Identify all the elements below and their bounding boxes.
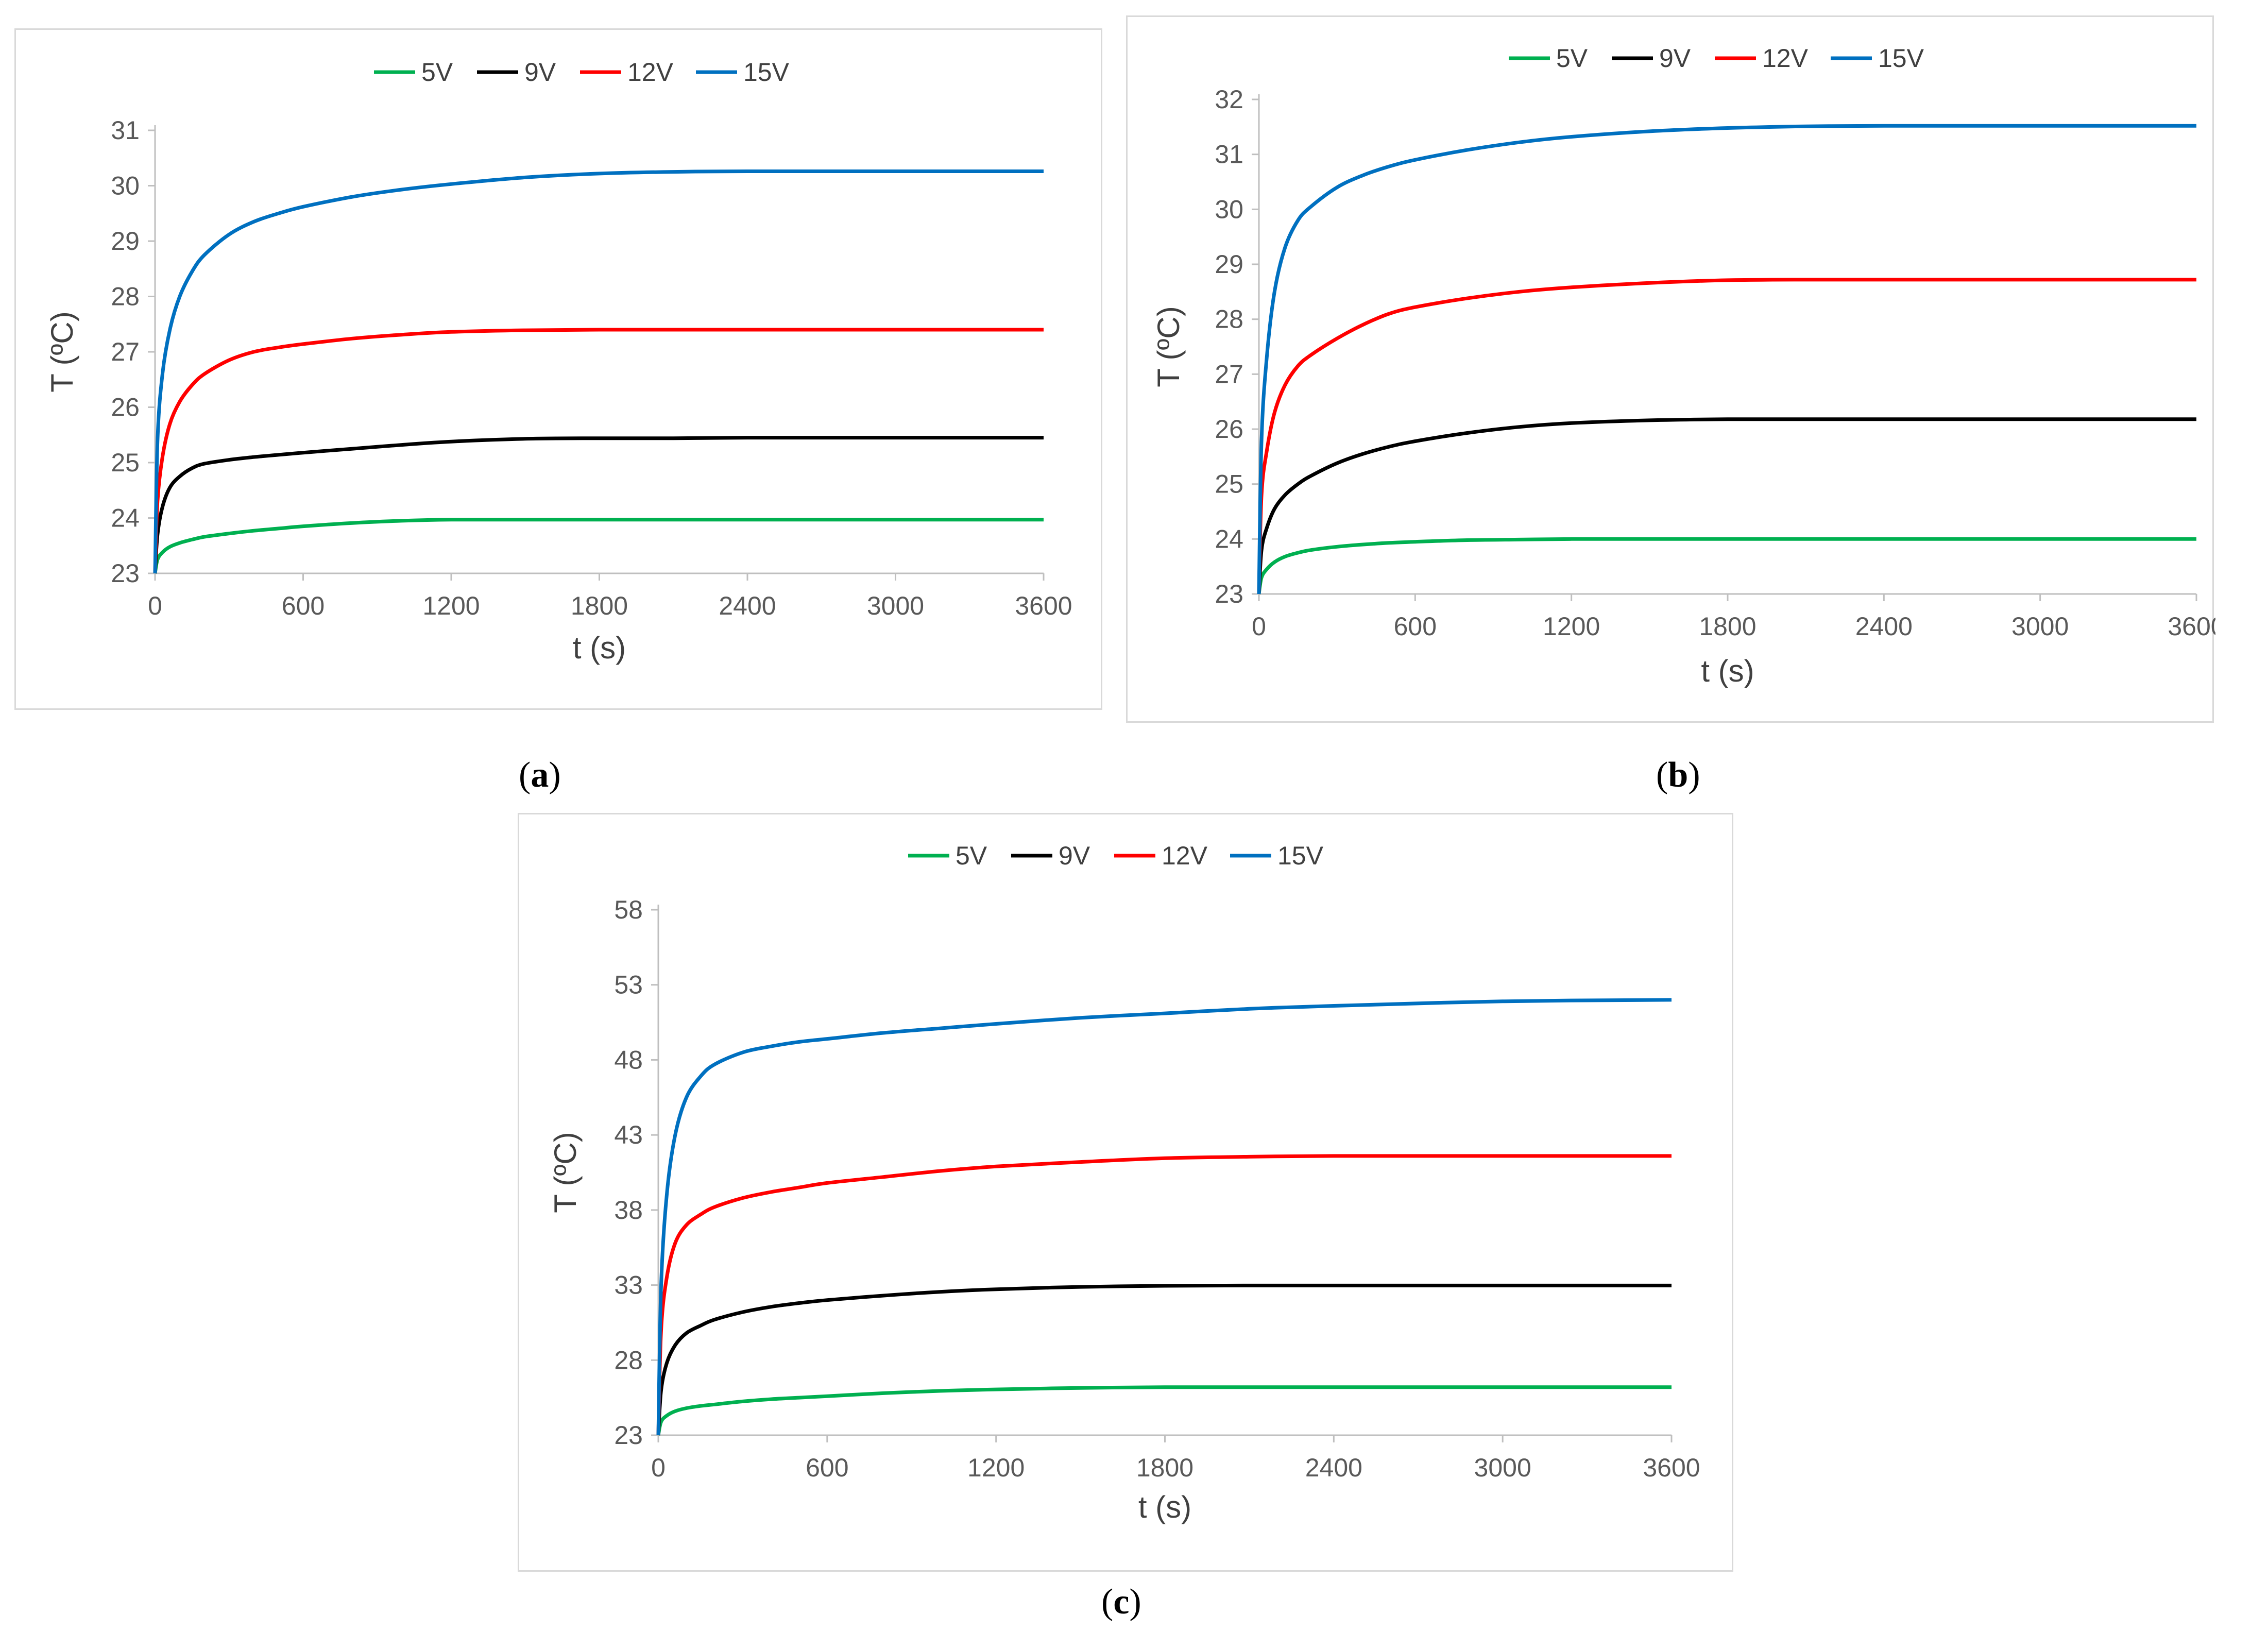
x-tick-label: 0 — [1252, 612, 1266, 641]
caption-a: (a) — [519, 755, 561, 795]
y-axis-title: T (ºC) — [1151, 306, 1186, 387]
chart-panel-c: 23 28 33 38 43 48 53 58 0 600 1200 1800 2400 3000 3600… — [518, 813, 1733, 1572]
x-axis-title: t (s) — [573, 631, 626, 665]
chart-c: 23 28 33 38 43 48 53 58 0 600 1200 1800 2400 3000 3600… — [548, 841, 1700, 1524]
series-line-9V — [153, 436, 1044, 574]
y-tick-label: 27 — [1215, 360, 1243, 388]
series-line-15V — [1257, 124, 2196, 594]
series-line-12V — [153, 328, 1044, 574]
x-tick-label: 600 — [806, 1453, 848, 1482]
x-tick-label: 1800 — [571, 591, 628, 620]
legend-label-15V: 15V — [743, 58, 790, 87]
y-tick-label: 29 — [111, 227, 140, 256]
caption-a-label: a — [531, 755, 549, 795]
chart-b: 23 24 25 26 27 28 29 30 31 32 0 600 1200 1800 2400 3000… — [1151, 44, 2215, 688]
y-tick-label: 30 — [1215, 195, 1243, 224]
y-tick-label: 23 — [614, 1421, 643, 1450]
y-tick-label: 33 — [614, 1271, 643, 1300]
series-line-12V — [656, 1154, 1672, 1436]
caption-b: (b) — [1656, 755, 1700, 795]
chart-panel-a: 23 24 25 26 27 28 29 30 31 0 600 1200 1800 2400 3000 36… — [14, 28, 1102, 710]
x-tick-label: 3000 — [2011, 612, 2069, 641]
series-line-5V — [153, 518, 1044, 574]
y-tick-label: 25 — [111, 448, 140, 477]
legend-label-12V: 12V — [627, 58, 674, 87]
caption-c: (c) — [1101, 1582, 1141, 1622]
legend-label-12V: 12V — [1162, 841, 1208, 870]
legend-label-5V: 5V — [421, 58, 453, 87]
y-tick-label: 26 — [111, 393, 140, 422]
y-tick-label: 27 — [111, 337, 140, 366]
y-tick-label: 31 — [1215, 140, 1243, 169]
y-tick-label: 24 — [111, 504, 140, 533]
y-tick-label: 24 — [1215, 524, 1243, 553]
x-tick-label: 2400 — [1305, 1453, 1362, 1482]
y-tick-label: 38 — [614, 1196, 643, 1225]
x-tick-label: 2400 — [719, 591, 776, 620]
x-tick-label: 3600 — [2168, 612, 2215, 641]
y-tick-label: 28 — [111, 282, 140, 311]
y-axis-title: T (ºC) — [548, 1132, 583, 1213]
chart-a: 23 24 25 26 27 28 29 30 31 0 600 1200 1800 2400 3000 36… — [45, 58, 1072, 665]
y-tick-label: 25 — [1215, 470, 1243, 499]
x-tick-label: 1200 — [422, 591, 480, 620]
x-tick-label: 0 — [148, 591, 162, 620]
series-line-15V — [153, 169, 1044, 574]
x-tick-label: 0 — [651, 1453, 666, 1482]
legend-label-9V: 9V — [524, 58, 556, 87]
y-tick-label: 32 — [1215, 85, 1243, 114]
y-tick-label: 53 — [614, 971, 643, 999]
x-tick-label: 3600 — [1015, 591, 1072, 620]
legend-label-5V: 5V — [956, 841, 987, 870]
y-tick-label: 23 — [111, 559, 140, 588]
y-tick-label: 43 — [614, 1120, 643, 1149]
y-tick-label: 28 — [1215, 305, 1243, 334]
series-line-9V — [1257, 417, 2196, 594]
x-tick-label: 600 — [1394, 612, 1437, 641]
y-tick-label: 29 — [1215, 250, 1243, 279]
x-tick-label: 3000 — [1474, 1453, 1531, 1482]
series-line-9V — [656, 1283, 1672, 1436]
y-tick-label: 26 — [1215, 415, 1243, 444]
series-line-5V — [656, 1385, 1672, 1436]
x-axis-title: t (s) — [1701, 654, 1754, 688]
x-tick-label: 1800 — [1136, 1453, 1193, 1482]
y-tick-label: 30 — [111, 172, 140, 200]
y-tick-label: 58 — [614, 895, 643, 924]
y-tick-label: 23 — [1215, 580, 1243, 608]
x-tick-label: 1200 — [967, 1453, 1025, 1482]
series-line-12V — [1257, 278, 2196, 594]
y-tick-label: 48 — [614, 1045, 643, 1074]
y-tick-label: 31 — [111, 116, 140, 145]
x-tick-label: 1800 — [1699, 612, 1756, 641]
caption-c-label: c — [1113, 1582, 1130, 1622]
x-tick-label: 1200 — [1543, 612, 1600, 641]
legend-label-9V: 9V — [1059, 841, 1090, 870]
x-axis-title: t (s) — [1138, 1490, 1191, 1524]
chart-panel-b: 23 24 25 26 27 28 29 30 31 32 0 600 1200 1800 2400 3000… — [1126, 15, 2215, 723]
legend-label-15V: 15V — [1277, 841, 1324, 870]
x-tick-label: 2400 — [1855, 612, 1913, 641]
legend-label-9V: 9V — [1659, 44, 1691, 73]
series-line-5V — [1257, 537, 2196, 594]
legend-label-15V: 15V — [1878, 44, 1924, 73]
legend-label-12V: 12V — [1762, 44, 1809, 73]
y-tick-label: 28 — [614, 1346, 643, 1374]
legend-label-5V: 5V — [1556, 44, 1588, 73]
caption-b-label: b — [1668, 755, 1689, 795]
x-tick-label: 3600 — [1643, 1453, 1700, 1482]
y-axis-title: T (ºC) — [45, 311, 79, 392]
series-line-15V — [656, 998, 1672, 1436]
x-tick-label: 600 — [282, 591, 325, 620]
x-tick-label: 3000 — [867, 591, 924, 620]
